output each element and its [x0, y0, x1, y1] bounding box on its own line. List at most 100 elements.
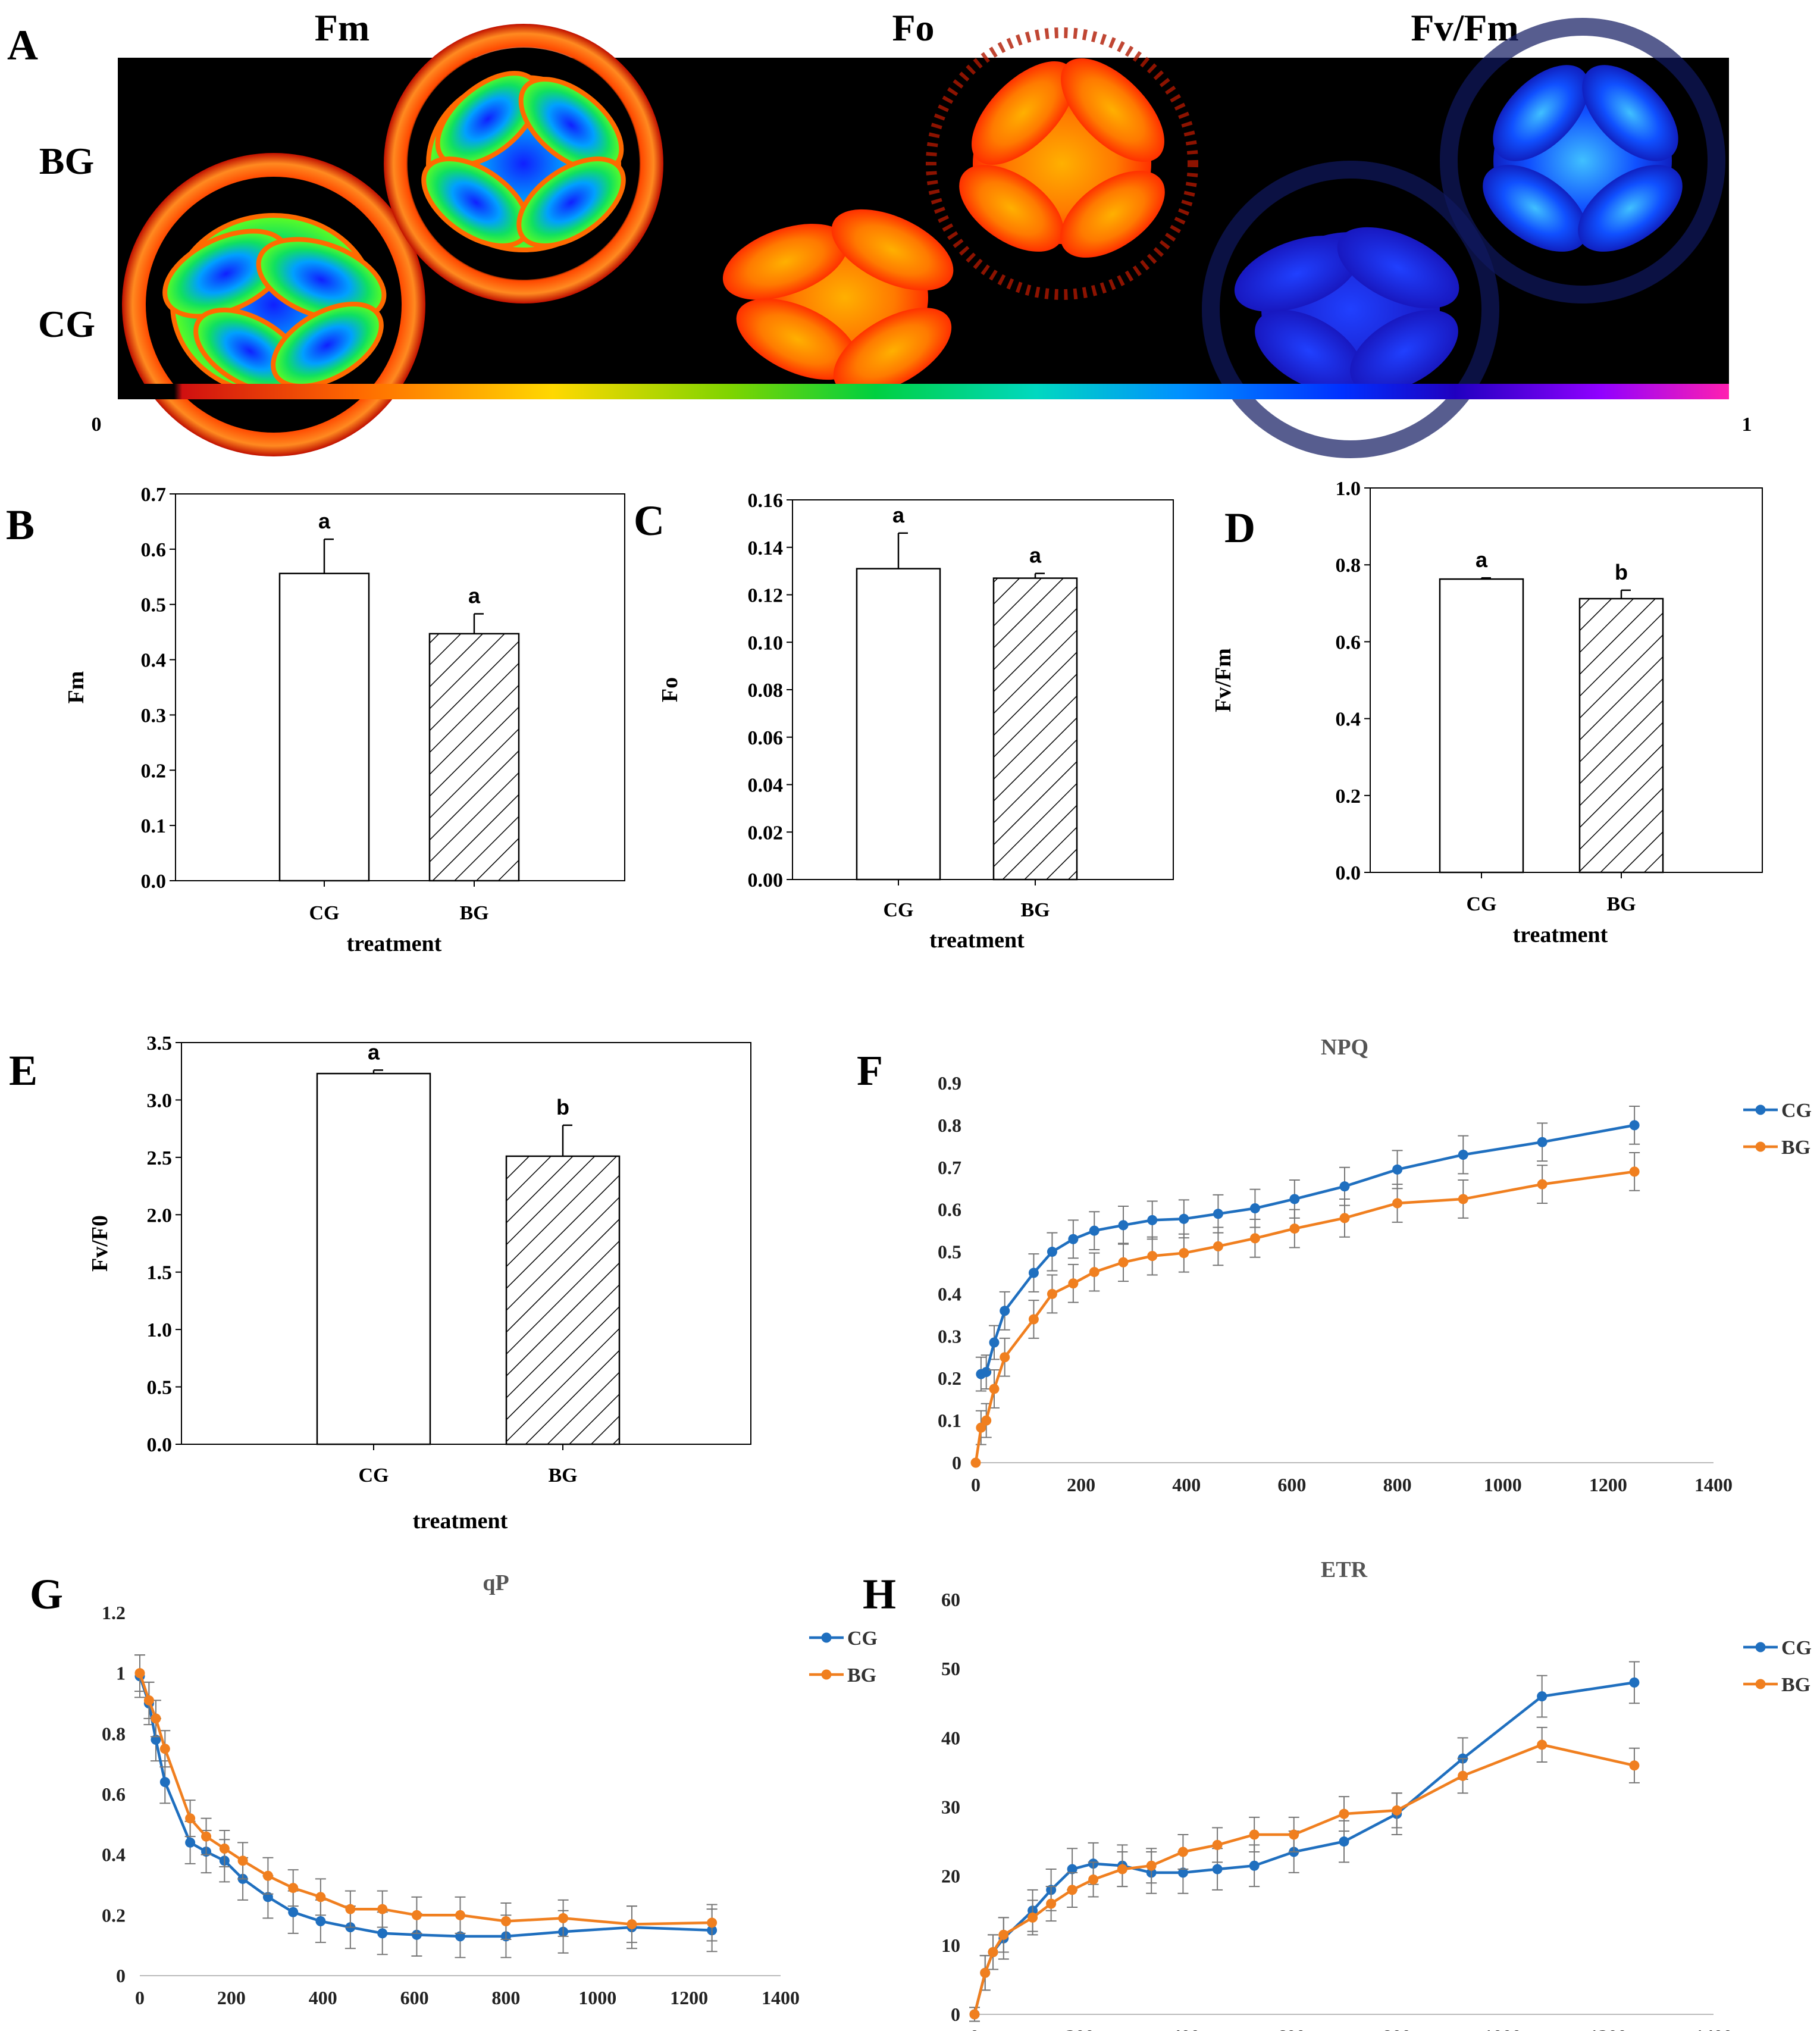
y-tick-label: 0.8 [938, 1115, 961, 1136]
data-point-cg [1118, 1220, 1129, 1231]
y-tick-label: 0.6 [102, 1783, 126, 1805]
panel-letter-b: B [6, 501, 35, 549]
x-tick-label: 0 [971, 1474, 981, 1495]
bar-cg [1439, 578, 1524, 874]
data-point-bg [1068, 1278, 1079, 1289]
legend-label-cg: CG [1781, 1637, 1812, 1659]
significance-label-cg: a [368, 1040, 380, 1064]
y-tick-label: 0.2 [102, 1904, 126, 1926]
x-tick-label: 200 [1067, 1474, 1095, 1495]
row-label-bg: BG [39, 140, 94, 182]
y-tick-label: 50 [941, 1658, 960, 1679]
bar-bg [1578, 597, 1664, 874]
x-tick-label: 400 [1171, 2026, 1200, 2031]
legend-marker-cg [1755, 1642, 1766, 1653]
x-tick-label: 1400 [1694, 1474, 1733, 1495]
legend-label-bg: BG [847, 1664, 876, 1686]
chart-title: ETR [1321, 1557, 1368, 1582]
y-tick-label: 0.1 [141, 815, 167, 837]
y-axis-label: Fv/Fm [1211, 648, 1236, 712]
y-tick-label: 3.5 [147, 1032, 173, 1054]
y-tick-label: 0.8 [1336, 555, 1361, 577]
column-title-fo: Fo [892, 7, 934, 49]
column-title-fm: Fm [315, 7, 369, 49]
x-tick-label: 1200 [670, 1987, 708, 2008]
plot-frame [792, 499, 1174, 880]
legend-label-cg: CG [847, 1628, 878, 1650]
data-point-cg [1339, 1181, 1350, 1192]
y-tick-label: 0.16 [748, 490, 784, 512]
x-axis-label: treatment [929, 928, 1025, 953]
x-tick-label: 1000 [1483, 2026, 1521, 2031]
data-point-bg [1028, 1912, 1038, 1923]
series-bg [134, 1654, 718, 1944]
x-axis-label: treatment [1513, 922, 1608, 947]
y-tick-label: 0.7 [141, 484, 167, 506]
y-tick-label: 10 [941, 1935, 960, 1956]
data-point-cg [1392, 1164, 1403, 1175]
panel-letter-d: D [1224, 504, 1255, 552]
legend-label-cg: CG [1781, 1100, 1812, 1122]
data-point-bg [1629, 1166, 1640, 1177]
data-point-bg [988, 1946, 998, 1957]
data-point-bg [377, 1904, 388, 1914]
data-point-bg [969, 2009, 980, 2020]
data-point-cg [377, 1928, 388, 1939]
x-tick-label: 400 [1172, 1474, 1201, 1495]
data-point-bg [1177, 1847, 1188, 1857]
x-tick-label-bg: BG [548, 1464, 577, 1487]
series-line-bg [974, 1170, 1635, 1463]
y-tick-label: 1.5 [147, 1262, 173, 1284]
data-point-bg [262, 1870, 273, 1881]
fm-image-plants [122, 24, 663, 456]
data-point-bg [1392, 1198, 1403, 1209]
chart-title: NPQ [1321, 1035, 1368, 1060]
legend-marker-cg [821, 1632, 832, 1643]
data-point-cg [1339, 1836, 1349, 1847]
panel-letter-f: F [857, 1047, 883, 1094]
y-axis-label: Fv/F0 [87, 1215, 112, 1272]
chart-b: B 0.0 0.1 0.2 0.3 0.4 0.5 0.6 0.7 a CG a BG treatment… [6, 484, 625, 956]
chart-c: C 0.00 0.02 0.04 0.06 0.08 0.10 0.12 0.14 0.16 a CG… [634, 490, 1174, 953]
data-point-bg [151, 1713, 161, 1724]
y-tick-label: 1.0 [1336, 478, 1361, 500]
data-point-cg [315, 1916, 326, 1926]
data-point-cg [1249, 1203, 1260, 1214]
data-point-cg [1028, 1268, 1039, 1278]
x-axis-label: treatment [347, 931, 442, 956]
significance-label-bg: a [1029, 543, 1042, 568]
data-point-bg [1249, 1829, 1260, 1840]
data-point-bg [1213, 1241, 1223, 1251]
y-tick-label: 30 [941, 1797, 960, 1818]
x-tick-label: 600 [400, 1987, 429, 2008]
x-tick-label: 1400 [1694, 2026, 1733, 2031]
data-point-bg [1339, 1808, 1349, 1819]
data-point-cg [1629, 1120, 1640, 1131]
data-point-cg [1212, 1864, 1223, 1874]
data-point-bg [558, 1913, 569, 1923]
data-point-bg [1118, 1257, 1129, 1268]
y-tick-label: 0.06 [748, 727, 784, 749]
fvfm-image-plants [1202, 18, 1725, 458]
y-tick-label: 0.5 [147, 1377, 173, 1399]
row-label-cg: CG [38, 303, 95, 345]
bar-bg [428, 633, 520, 882]
data-point-cg [1047, 1247, 1057, 1257]
data-point-cg [1179, 1213, 1189, 1224]
data-point-bg [1179, 1248, 1189, 1259]
data-point-bg [1089, 1267, 1099, 1278]
y-tick-label: 0.3 [141, 705, 167, 727]
data-point-bg [159, 1744, 170, 1754]
data-point-cg [1458, 1150, 1468, 1160]
series-line-cg [138, 1676, 712, 1938]
color-scale-min: 0 [92, 414, 102, 436]
y-axis-label: Fo [657, 677, 682, 702]
data-point-bg [411, 1910, 422, 1920]
y-tick-label: 0.8 [102, 1723, 126, 1744]
data-point-bg [1537, 1739, 1548, 1750]
data-point-bg [143, 1695, 154, 1705]
data-point-cg [411, 1929, 422, 1940]
y-tick-label: 0.6 [1336, 631, 1361, 653]
y-tick-label: 3.0 [147, 1090, 173, 1112]
data-point-bg [315, 1892, 326, 1902]
